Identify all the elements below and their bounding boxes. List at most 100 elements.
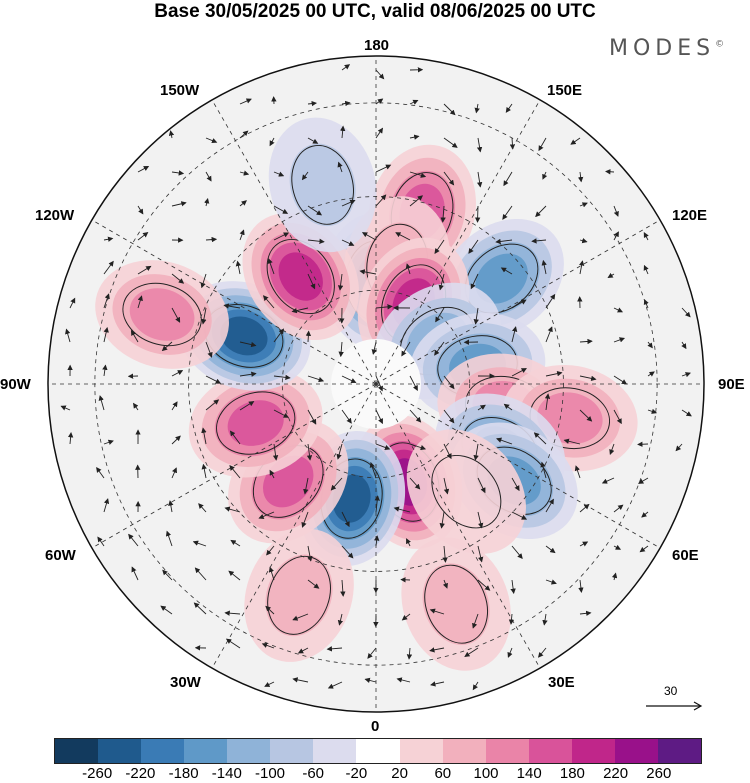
wind-arrow (297, 647, 309, 654)
wind-arrow (205, 399, 220, 411)
wind-arrow (273, 205, 289, 214)
wind-arrow (103, 236, 114, 242)
map-border (47, 55, 705, 713)
wind-arrow (137, 205, 144, 215)
wind-arrow (476, 171, 483, 188)
wind-arrow (262, 295, 275, 309)
wind-arrow (643, 232, 649, 241)
colorbar-tick-label: -140 (211, 765, 242, 782)
wind-arrow (579, 338, 593, 345)
wind-arrow (613, 375, 628, 385)
wind-arrow (545, 579, 557, 585)
wind-arrow (307, 137, 319, 144)
wind-arrow (510, 579, 516, 595)
wind-arrow (439, 511, 445, 529)
colorbar-swatch (528, 739, 572, 763)
wind-arrow (375, 409, 383, 425)
wind-arrow (511, 299, 527, 309)
wind-arrow (103, 260, 114, 275)
wind-arrow (681, 409, 692, 417)
wind-arrow (563, 438, 581, 445)
wind-arrow (438, 273, 445, 291)
wind-arrow (681, 307, 691, 318)
wind-arrow (341, 511, 350, 528)
wind-arrow (339, 125, 346, 139)
wind-arrow (341, 100, 351, 107)
high-anomaly-cell (188, 368, 323, 478)
wind-arrow (511, 511, 528, 520)
wind-arrow (168, 130, 175, 139)
wind-arrow (171, 370, 184, 377)
wind-arrow (542, 171, 548, 180)
wind-arrow (137, 295, 143, 309)
wind-arrow (137, 265, 152, 275)
wind-arrow (374, 495, 380, 513)
wind-arrow (364, 677, 377, 684)
wind-arrow (235, 260, 242, 275)
wind-arrow (406, 647, 413, 660)
meridian-line (211, 383, 377, 669)
wind-arrow (201, 427, 207, 445)
wind-arrow (230, 539, 241, 547)
wind-arrow (473, 443, 479, 461)
wind-arrow (341, 239, 355, 246)
wind-arrow (375, 164, 392, 173)
wind-arrow (137, 232, 149, 241)
colorbar-tick-label: 260 (646, 765, 672, 782)
wind-arrow (613, 205, 619, 217)
wind-arrow (67, 431, 74, 445)
colorbar-tick-label: 140 (516, 765, 542, 782)
wind-arrow (341, 545, 354, 559)
wind-arrow (542, 613, 548, 626)
wind-arrow (579, 375, 597, 382)
wind-arrow (577, 171, 584, 183)
wind-arrow (545, 326, 553, 343)
wind-arrow (409, 134, 420, 140)
lon-label-60e: 60E (672, 547, 699, 564)
colorbar-tick-label: -180 (168, 765, 199, 782)
wind-arrow (102, 364, 108, 377)
wind-arrow (468, 239, 479, 254)
wind-arrow (443, 477, 450, 495)
wind-arrow (292, 677, 309, 683)
wind-arrow (477, 545, 484, 563)
wind-arrow (611, 572, 618, 581)
colorbar-swatch (399, 739, 443, 763)
wind-arrow (292, 613, 309, 621)
wind-arrow (338, 341, 344, 358)
wind-arrow (162, 569, 173, 581)
wind-arrow (538, 137, 547, 152)
wind-arrow (307, 238, 325, 244)
wind-arrow (229, 464, 241, 479)
wind-arrow (503, 171, 513, 187)
colorbar-swatch (98, 739, 142, 763)
wind-arrow (337, 613, 344, 626)
brand-mark: © (715, 39, 725, 50)
wind-arrow (503, 403, 513, 411)
wind-arrow (165, 530, 173, 547)
wind-arrow (375, 443, 391, 451)
colorbar-tick-label: 60 (434, 765, 452, 782)
wind-arrow (535, 205, 547, 218)
wind-arrow (326, 646, 343, 652)
colorbar-swatch (485, 739, 529, 763)
wind-arrow (291, 307, 309, 314)
wind-arrow (171, 201, 187, 207)
wind-arrow (511, 368, 527, 377)
wind-arrow (409, 99, 419, 105)
wind-arrow (239, 371, 257, 377)
wind-arrow (464, 647, 479, 657)
wind-arrow (171, 273, 185, 284)
wind-arrow (239, 200, 247, 207)
wind-arrow (272, 443, 279, 461)
colorbar-labels: -260 -220 -180 -140 -100 -60 -20 20 60 100 140 180 2… (0, 765, 750, 783)
colorbar-swatch (227, 739, 271, 763)
wind-arrow (60, 405, 71, 411)
wind-arrow (601, 477, 615, 484)
wind-arrow (472, 613, 479, 629)
wind-arrow (643, 264, 649, 275)
wind-arrow (579, 541, 589, 547)
modes-logo: MODES© (609, 36, 724, 61)
wind-arrow (409, 171, 427, 178)
wind-arrow (128, 533, 139, 547)
